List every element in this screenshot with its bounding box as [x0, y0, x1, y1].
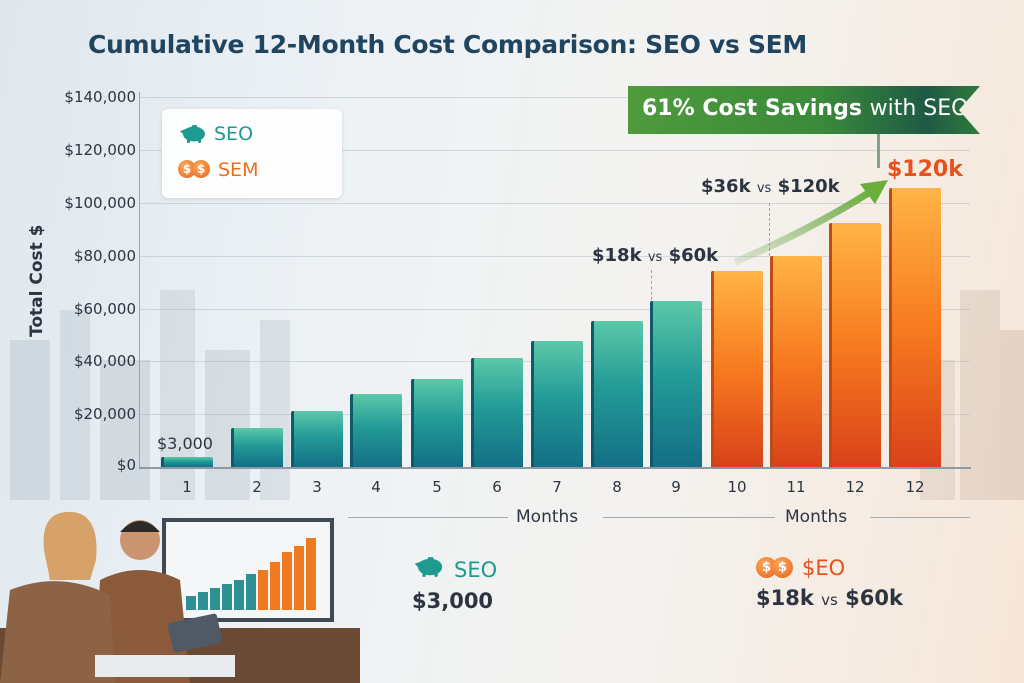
x-tick: 5	[432, 478, 442, 496]
legend-item-seo: SEO	[178, 123, 253, 145]
legend-item-sem: $ $ SEM	[178, 159, 258, 181]
annotation-leader-line	[651, 270, 652, 300]
gridline	[140, 97, 970, 98]
x-tick: 10	[727, 478, 747, 496]
gridline	[140, 309, 970, 310]
savings-banner-text: 61% Cost Savings with SEO	[642, 96, 969, 121]
x-axis-label-right: Months	[785, 507, 848, 527]
y-tick: $100,000	[64, 194, 136, 212]
x-tick: 2	[252, 478, 262, 496]
bar-sem-month-11	[770, 256, 822, 467]
months-divider	[348, 517, 508, 518]
piggy-bank-icon	[412, 556, 446, 583]
x-tick: 11	[786, 478, 806, 496]
bar-seo-month-4	[350, 394, 402, 467]
savings-banner: 61% Cost Savings with SEO	[628, 86, 980, 134]
bar-sem-month-12	[829, 223, 881, 467]
x-tick: 4	[371, 478, 381, 496]
bar-seo-month-7	[531, 341, 583, 467]
y-tick: $140,000	[64, 88, 136, 106]
x-tick: 9	[671, 478, 681, 496]
y-axis-label: Total Cost $	[27, 224, 47, 337]
y-tick: $80,000	[73, 247, 136, 265]
annotation-leader-line	[769, 203, 770, 256]
annotation-18k-vs-60k: $18k vs $60k	[592, 245, 719, 266]
x-tick: 12	[845, 478, 865, 496]
summary-sem: $ $ $EO $18k vs $60k	[756, 556, 903, 610]
legend-label: SEO	[214, 123, 254, 145]
months-divider	[603, 517, 775, 518]
months-divider	[870, 517, 970, 518]
y-tick: $120,000	[64, 141, 136, 159]
bar-seo-month-8	[591, 321, 643, 467]
y-axis-line	[139, 92, 140, 468]
chart-title: Cumulative 12-Month Cost Comparison: SEO…	[88, 30, 808, 59]
bar-seo-month-9	[650, 301, 702, 467]
y-tick: $60,000	[73, 300, 136, 318]
chart-legend: SEO $ $ SEM	[162, 109, 342, 198]
summary-label: SEO	[454, 557, 498, 582]
bar-seo-month-5	[411, 379, 463, 467]
bar-seo-month-1	[161, 457, 213, 467]
x-axis-line	[139, 467, 971, 469]
x-tick: 6	[492, 478, 502, 496]
x-axis-label-left: Months	[516, 507, 579, 527]
gridline	[140, 150, 970, 151]
x-tick: 12	[905, 478, 925, 496]
piggy-bank-icon	[178, 124, 208, 144]
business-people-photo	[0, 511, 360, 683]
dollar-coins-icon: $ $	[756, 557, 794, 579]
dollar-coins-icon: $ $	[178, 160, 212, 180]
top-bar-label: $120k	[887, 157, 963, 182]
gridline	[140, 256, 970, 257]
y-tick: $40,000	[73, 352, 136, 370]
summary-label: $EO	[802, 556, 846, 580]
x-tick: 8	[612, 478, 622, 496]
bar-sem-month-10	[711, 271, 763, 467]
bar-sem-month-12b	[889, 188, 941, 467]
bar-seo-month-6	[471, 358, 523, 467]
annotation-36k-vs-120k: $36k vs $120k	[701, 176, 840, 197]
summary-value: $3,000	[412, 589, 494, 613]
bar-seo-month-3	[291, 411, 343, 467]
summary-seo: SEO $3,000	[412, 556, 497, 613]
legend-label: SEM	[218, 159, 259, 181]
y-tick: $20,000	[73, 405, 136, 423]
banner-stem	[877, 134, 880, 168]
first-bar-label: $3,000	[157, 434, 213, 453]
x-tick: 1	[182, 478, 192, 496]
x-tick: 3	[312, 478, 322, 496]
growth-arrow-icon	[733, 180, 888, 266]
summary-value: $18k vs $60k	[756, 586, 903, 610]
gridline	[140, 203, 970, 204]
y-tick: $0	[116, 456, 136, 474]
x-tick: 7	[552, 478, 562, 496]
bar-seo-month-2	[231, 428, 283, 467]
